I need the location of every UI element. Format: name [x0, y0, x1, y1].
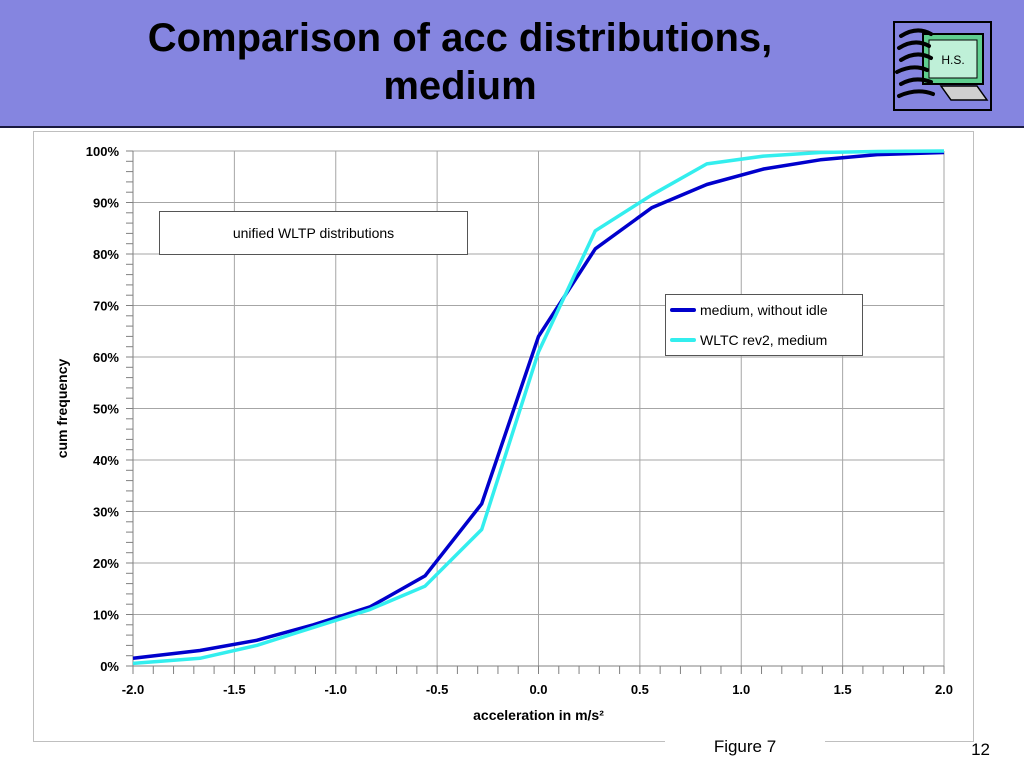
y-axis-label: cum frequency	[54, 358, 70, 458]
y-tick-label: 0%	[100, 659, 119, 674]
y-tick-label: 80%	[93, 247, 119, 262]
x-axis-label: acceleration in m/s²	[473, 707, 604, 723]
legend-swatch-series-1	[670, 308, 696, 312]
legend-label-series-2: WLTC rev2, medium	[700, 332, 828, 348]
legend-label-series-1: medium, without idle	[700, 302, 828, 318]
slide-header: Comparison of acc distributions, medium …	[0, 0, 1024, 128]
x-tick-label: 0.0	[529, 682, 547, 697]
figure-caption: Figure 7	[665, 736, 825, 762]
x-tick-label: -1.5	[223, 682, 245, 697]
y-tick-label: 60%	[93, 350, 119, 365]
hs-computer-logo-icon: H.S.	[893, 21, 992, 111]
chart-legend: medium, without idle WLTC rev2, medium	[665, 294, 863, 356]
logo-text: H.S.	[941, 53, 964, 67]
page-number: 12	[971, 740, 990, 759]
legend-swatch-series-2	[670, 338, 696, 342]
x-tick-label: 0.5	[631, 682, 649, 697]
y-tick-label: 10%	[93, 608, 119, 623]
y-tick-label: 70%	[93, 299, 119, 314]
y-tick-label: 100%	[86, 144, 120, 159]
y-tick-label: 20%	[93, 556, 119, 571]
x-tick-label: -1.0	[325, 682, 347, 697]
x-tick-label: 2.0	[935, 682, 953, 697]
slide-title-line1: Comparison of acc distributions,	[147, 16, 773, 60]
y-tick-label: 90%	[93, 196, 119, 211]
x-tick-label: -2.0	[122, 682, 144, 697]
legend-item-series-2: WLTC rev2, medium	[670, 330, 827, 350]
series-line-1	[132, 150, 945, 661]
y-tick-label: 30%	[93, 505, 119, 520]
legend-item-series-1: medium, without idle	[670, 300, 828, 320]
slide-title-line2: medium	[383, 64, 537, 108]
y-tick-label: 40%	[93, 453, 119, 468]
slide-title: Comparison of acc distributions, medium	[40, 14, 880, 110]
chart-annotation-text: unified WLTP distributions	[232, 225, 395, 241]
series-line-2	[132, 149, 945, 666]
x-tick-label: -0.5	[426, 682, 448, 697]
y-tick-label: 50%	[93, 402, 119, 417]
chart-annotation-box: unified WLTP distributions	[159, 211, 468, 255]
x-tick-label: 1.0	[732, 682, 750, 697]
x-tick-label: 1.5	[834, 682, 852, 697]
